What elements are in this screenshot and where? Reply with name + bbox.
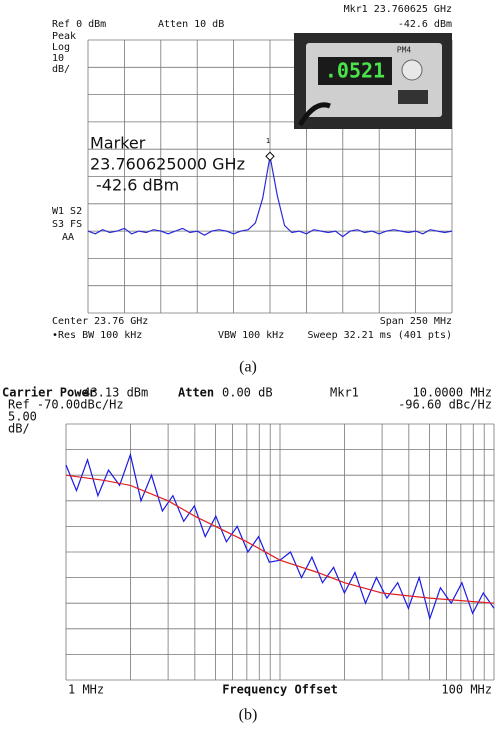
annotation: 0.00 dB [222, 386, 273, 400]
annotation: Marker [90, 134, 146, 153]
x-tick-label: 1 MHz [68, 683, 104, 697]
annotation: Log [52, 42, 70, 53]
trace [65, 474, 495, 604]
caption: (b) [239, 707, 258, 724]
annotation: 23.760625000 GHz [90, 155, 245, 174]
annotation: Mkr1 [330, 386, 359, 400]
annotation: Ref 0 dBm [52, 19, 106, 30]
device-label: PM4 [397, 46, 412, 55]
annotation: Sweep 32.21 ms (401 pts) [308, 330, 453, 341]
annotation: dB/ [8, 422, 30, 436]
inset-photo: .0521 PM4 [294, 33, 452, 129]
annotation: W1 S2 [52, 206, 82, 217]
annotation: -42.6 dBm [96, 176, 179, 195]
annotation: 10 [52, 53, 64, 64]
annotation: AA [62, 232, 74, 243]
device-knob [401, 59, 423, 81]
annotation: -96.60 dBc/Hz [398, 398, 492, 412]
annotation: Center 23.76 GHz [52, 316, 148, 327]
caption: (a) [239, 359, 257, 376]
device-switch [398, 90, 428, 104]
annotation: Carrier Power [2, 386, 96, 400]
annotation: Atten [178, 386, 214, 400]
annotation: -43.13 dBm [76, 386, 148, 400]
annotation: 1 [266, 137, 270, 145]
annotation: Ref -70.00dBc/Hz [8, 398, 124, 412]
annotation: dB/ [52, 64, 70, 75]
annotation: Peak [52, 31, 76, 42]
annotation: Atten 10 dB [158, 19, 224, 30]
annotation: Mkr1 23.760625 GHz [344, 4, 452, 15]
x-axis-label: Frequency Offset [222, 683, 338, 697]
annotation: VBW 100 kHz [218, 330, 284, 341]
annotation: -42.6 dBm [398, 19, 452, 30]
annotation: •Res BW 100 kHz [52, 330, 142, 341]
annotation: 10.0000 MHz [413, 386, 492, 400]
annotation: 5.00 [8, 410, 37, 424]
annotation: S3 FS [52, 219, 82, 230]
marker-diamond [265, 151, 275, 162]
display-reading: .0521 [325, 59, 385, 83]
device-cable [297, 102, 331, 127]
device-display [318, 57, 392, 85]
x-tick-label: 100 MHz [441, 683, 492, 697]
annotation: Span 250 MHz [380, 316, 452, 327]
